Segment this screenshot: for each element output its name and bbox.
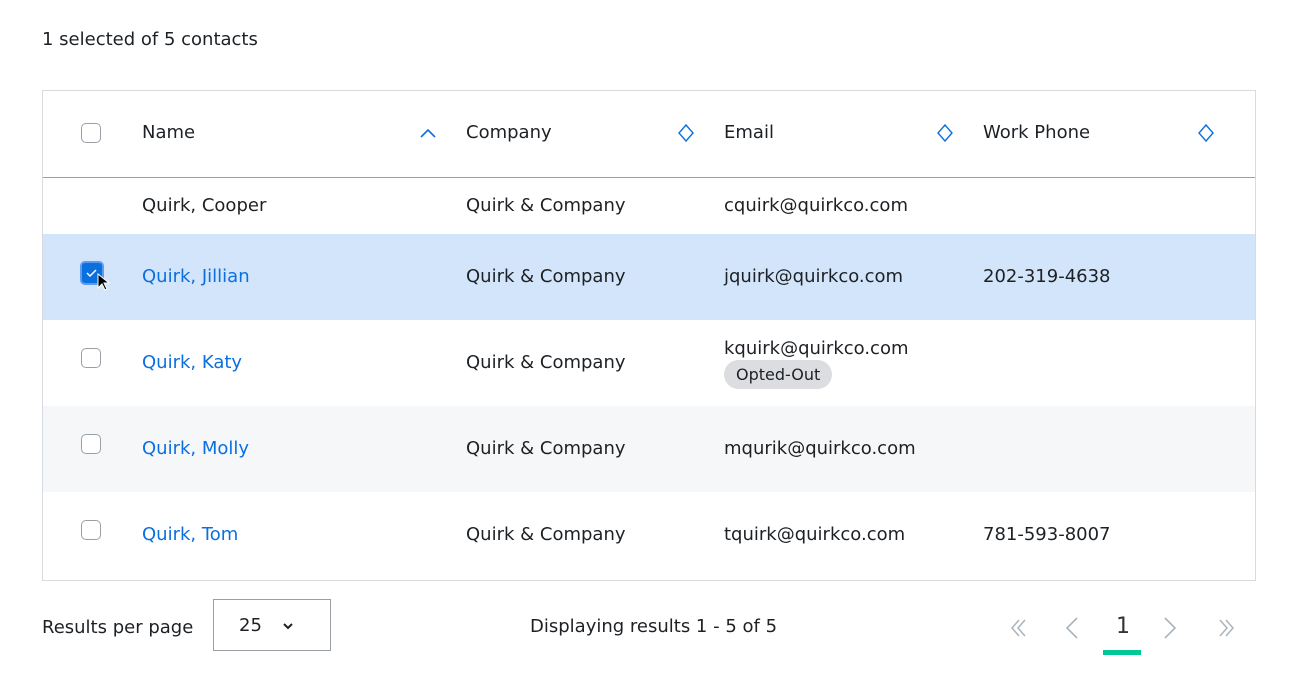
company: Quirk & Company (466, 352, 626, 373)
page-1-button[interactable]: 1 (1116, 614, 1130, 639)
row-checkbox[interactable] (81, 520, 101, 540)
company: Quirk & Company (466, 438, 626, 459)
select-all-checkbox[interactable] (81, 123, 101, 143)
first-page-icon[interactable] (1010, 618, 1028, 638)
table-row[interactable]: Quirk, Katy Quirk & Company kquirk@quirkco… (43, 320, 1255, 406)
column-header-company[interactable]: Company (466, 122, 552, 143)
contact-name: Quirk, Cooper (142, 195, 267, 216)
work-phone: 781-593-8007 (983, 524, 1111, 545)
sort-icon[interactable] (936, 124, 954, 142)
last-page-icon[interactable] (1217, 618, 1235, 638)
contact-name[interactable]: Quirk, Katy (142, 352, 243, 373)
column-header-name[interactable]: Name (142, 122, 196, 143)
results-per-page-value: 25 (239, 615, 262, 636)
row-checkbox[interactable] (81, 348, 101, 368)
work-phone: 202-319-4638 (983, 266, 1111, 287)
previous-page-icon[interactable] (1064, 616, 1080, 640)
mouse-cursor-icon (97, 273, 111, 291)
results-display: Displaying results 1 - 5 of 5 (530, 616, 778, 637)
table-header: Name Company Email Work Phone (43, 91, 1255, 179)
chevron-down-icon (283, 623, 293, 630)
table-row[interactable]: Quirk, Tom Quirk & Company tquirk@quirkco.… (43, 492, 1255, 578)
next-page-icon[interactable] (1162, 616, 1178, 640)
column-header-work-phone[interactable]: Work Phone (983, 122, 1091, 143)
company: Quirk & Company (466, 266, 626, 287)
column-header-email[interactable]: Email (724, 122, 774, 143)
sort-icon[interactable] (1197, 124, 1215, 142)
email: mqurik@quirkco.com (724, 438, 916, 459)
contact-name[interactable]: Quirk, Molly (142, 438, 250, 459)
email: cquirk@quirkco.com (724, 195, 908, 216)
table-row[interactable]: Quirk, Molly Quirk & Company mqurik@quirkc… (43, 406, 1255, 492)
company: Quirk & Company (466, 195, 626, 216)
results-per-page-label: Results per page (42, 617, 194, 638)
contact-name[interactable]: Quirk, Tom (142, 524, 239, 545)
table-row[interactable]: Quirk, Jillian Quirk & Company jquirk@quir… (43, 234, 1255, 320)
checkmark-icon (86, 269, 97, 278)
sort-icon[interactable] (677, 124, 695, 142)
table-row[interactable]: Quirk, Cooper Quirk & Company cquirk@quirk… (43, 178, 1255, 234)
row-checkbox[interactable] (80, 261, 104, 285)
current-page-indicator (1103, 650, 1141, 655)
email: jquirk@quirkco.com (724, 266, 904, 287)
contacts-table: Name Company Email Work Phone Quirk, Cooper… (42, 90, 1256, 581)
contact-name[interactable]: Quirk, Jillian (142, 266, 250, 287)
email: kquirk@quirkco.com (724, 338, 909, 359)
email: tquirk@quirkco.com (724, 524, 906, 545)
selection-summary: 1 selected of 5 contacts (42, 29, 258, 50)
company: Quirk & Company (466, 524, 626, 545)
row-checkbox[interactable] (81, 434, 101, 454)
opted-out-badge: Opted-Out (724, 360, 833, 389)
results-per-page-select[interactable]: 25 (213, 599, 331, 651)
sort-ascending-icon[interactable] (419, 124, 437, 142)
